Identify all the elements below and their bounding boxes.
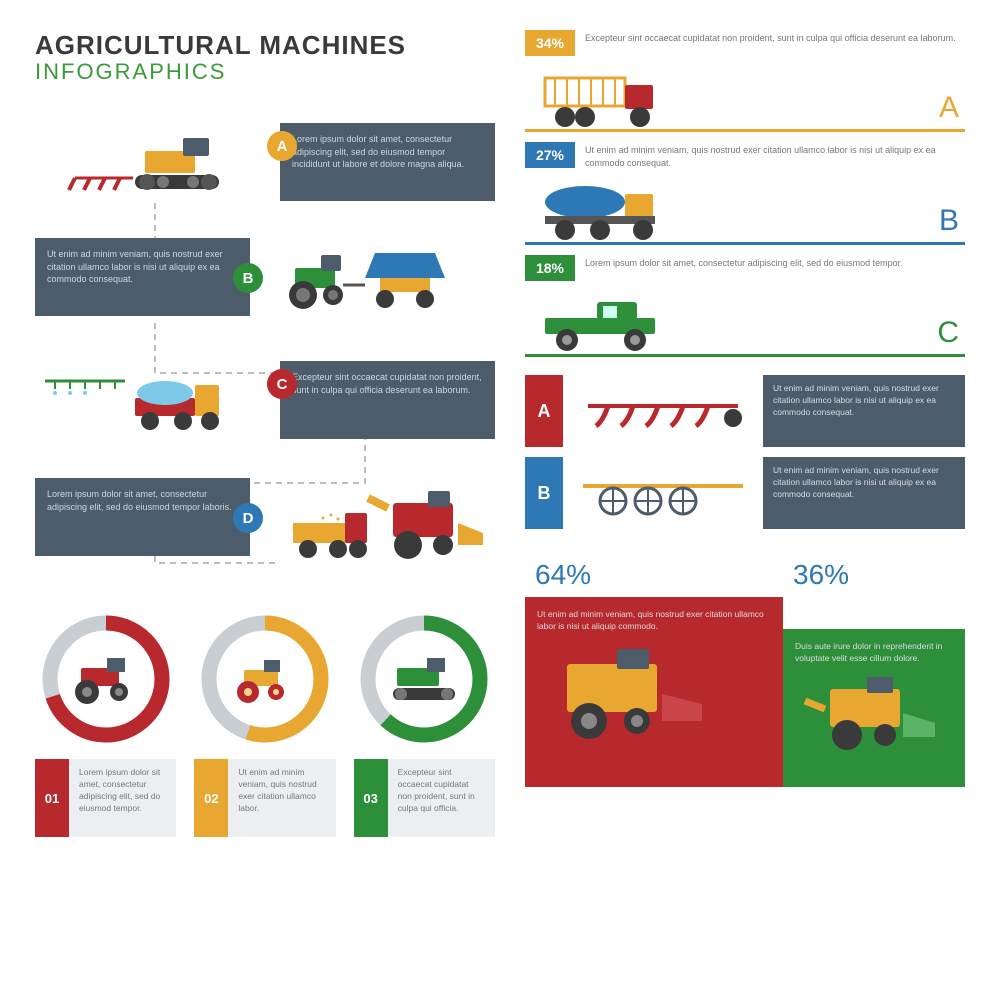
pct-text-a: Excepteur sint occaecat cupidatat non pr… bbox=[585, 30, 965, 45]
compare-pct-left: 64% bbox=[535, 559, 591, 590]
combine-truck-icon bbox=[283, 483, 493, 568]
donut-cell-3: 03 Excepteur sint occaecat cupidatat non… bbox=[354, 613, 495, 837]
implement-row-b: B Ut enim ad minim veniam, quis nostrud … bbox=[525, 457, 965, 529]
flow-text-d: Lorem ipsum dolor sit amet, consectetur … bbox=[47, 489, 232, 512]
tanker-truck-icon bbox=[525, 176, 695, 242]
pct-badge-c: 18% bbox=[525, 255, 575, 281]
flow-text-a: Lorem ipsum dolor sit amet, consectetur … bbox=[292, 134, 464, 169]
pct-letter-b: B bbox=[939, 204, 959, 238]
compare-box-left: Ut enim ad minim veniam, quis nostrud ex… bbox=[525, 597, 783, 787]
flowchart: Lorem ipsum dolor sit amet, consectetur … bbox=[35, 103, 495, 593]
pct-badge-b: 27% bbox=[525, 142, 575, 168]
tractor-yellow-icon bbox=[199, 613, 331, 745]
pct-row-b: 27% Ut enim ad minim veniam, quis nostru… bbox=[525, 142, 965, 245]
impl-text-b: Ut enim ad minim veniam, quis nostrud ex… bbox=[763, 457, 965, 529]
flow-badge-c: C bbox=[267, 369, 297, 399]
pct-badge-a: 34% bbox=[525, 30, 575, 56]
cargo-truck-icon bbox=[525, 63, 695, 129]
compare-box-right: Duis aute irure dolor in reprehenderit i… bbox=[783, 629, 965, 787]
flow-box-d: Lorem ipsum dolor sit amet, consectetur … bbox=[35, 478, 250, 556]
flow-badge-a: A bbox=[267, 131, 297, 161]
pct-text-b: Ut enim ad minim veniam, quis nostrud ex… bbox=[585, 142, 965, 169]
pct-text-c: Lorem ipsum dolor sit amet, consectetur … bbox=[585, 255, 965, 270]
combine-green-icon bbox=[795, 671, 945, 756]
page-title: AGRICULTURAL MACHINES INFOGRAPHICS bbox=[35, 30, 495, 85]
flow-badge-d: D bbox=[233, 503, 263, 533]
compare-pct-right: 36% bbox=[793, 559, 849, 590]
impl-badge-b: B bbox=[525, 457, 563, 529]
pct-letter-a: A bbox=[939, 91, 959, 125]
implement-row-a: A Ut enim ad minim veniam, quis nostrud … bbox=[525, 375, 965, 447]
flow-box-a: Lorem ipsum dolor sit amet, consectetur … bbox=[280, 123, 495, 201]
compare-section: 64% 36% Ut enim ad minim veniam, quis no… bbox=[525, 559, 965, 787]
plow-icon bbox=[563, 384, 763, 439]
pct-row-c: 18% Lorem ipsum dolor sit amet, consecte… bbox=[525, 255, 965, 357]
donut-cell-2: 02 Ut enim ad minim veniam, quis nostrud… bbox=[194, 613, 335, 837]
flow-badge-b: B bbox=[233, 263, 263, 293]
tractor-green-icon bbox=[358, 613, 490, 745]
impl-badge-a: A bbox=[525, 375, 563, 447]
num-badge-1: 01 bbox=[35, 759, 69, 837]
flow-text-c: Excepteur sint occaecat cupidatat non pr… bbox=[292, 372, 482, 395]
compare-text-left: Ut enim ad minim veniam, quis nostrud ex… bbox=[537, 609, 771, 633]
flow-box-c: Excepteur sint occaecat cupidatat non pr… bbox=[280, 361, 495, 439]
donut-row: 01 Lorem ipsum dolor sit amet, consectet… bbox=[35, 613, 495, 837]
num-badge-3: 03 bbox=[354, 759, 388, 837]
sprayer-truck-icon bbox=[35, 363, 250, 438]
tractor-plow-icon bbox=[35, 133, 230, 203]
donut-cell-1: 01 Lorem ipsum dolor sit amet, consectet… bbox=[35, 613, 176, 837]
num-text-3: Excepteur sint occaecat cupidatat non pr… bbox=[388, 759, 495, 837]
tractor-red-icon bbox=[40, 613, 172, 745]
num-text-2: Ut enim ad minim veniam, quis nostrud ex… bbox=[228, 759, 335, 837]
compare-text-right: Duis aute irure dolor in reprehenderit i… bbox=[795, 641, 953, 665]
pct-letter-c: C bbox=[937, 316, 959, 350]
impl-text-a: Ut enim ad minim veniam, quis nostrud ex… bbox=[763, 375, 965, 447]
pct-row-a: 34% Excepteur sint occaecat cupidatat no… bbox=[525, 30, 965, 132]
pickup-truck-icon bbox=[525, 288, 695, 354]
disc-harrow-icon bbox=[563, 466, 763, 521]
flow-box-b: Ut enim ad minim veniam, quis nostrud ex… bbox=[35, 238, 250, 316]
combine-red-icon bbox=[537, 639, 717, 744]
num-badge-2: 02 bbox=[194, 759, 228, 837]
flow-text-b: Ut enim ad minim veniam, quis nostrud ex… bbox=[47, 249, 223, 284]
num-text-1: Lorem ipsum dolor sit amet, consectetur … bbox=[69, 759, 176, 837]
tractor-seeder-icon bbox=[285, 243, 485, 318]
